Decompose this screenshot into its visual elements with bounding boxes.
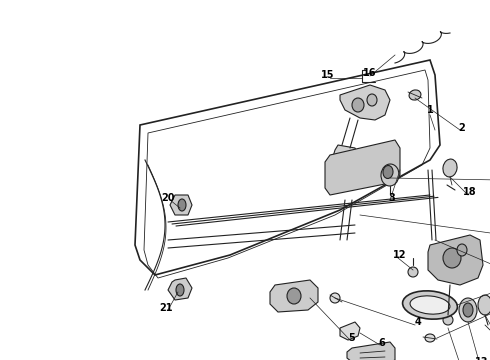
Ellipse shape <box>352 98 364 112</box>
Ellipse shape <box>341 154 351 166</box>
Polygon shape <box>340 85 390 120</box>
Ellipse shape <box>410 296 450 314</box>
Polygon shape <box>270 280 318 312</box>
Ellipse shape <box>459 298 477 322</box>
Ellipse shape <box>176 284 184 296</box>
Polygon shape <box>168 278 192 300</box>
Text: 2: 2 <box>459 123 466 133</box>
Polygon shape <box>347 342 395 360</box>
Ellipse shape <box>408 267 418 277</box>
Text: 3: 3 <box>389 193 395 203</box>
Text: 21: 21 <box>159 303 173 313</box>
Polygon shape <box>428 235 483 285</box>
Text: 13: 13 <box>475 357 489 360</box>
Ellipse shape <box>178 199 186 211</box>
Text: 4: 4 <box>415 317 421 327</box>
Polygon shape <box>170 195 192 215</box>
Ellipse shape <box>463 303 473 317</box>
Polygon shape <box>325 140 400 195</box>
Text: 20: 20 <box>161 193 175 203</box>
Ellipse shape <box>330 293 340 303</box>
Ellipse shape <box>367 94 377 106</box>
Ellipse shape <box>403 291 458 319</box>
Ellipse shape <box>381 164 399 186</box>
Text: 12: 12 <box>393 250 407 260</box>
Ellipse shape <box>383 166 393 179</box>
Text: 1: 1 <box>427 105 433 115</box>
Text: 16: 16 <box>363 68 377 78</box>
Ellipse shape <box>425 334 435 342</box>
Polygon shape <box>332 145 360 170</box>
Ellipse shape <box>457 244 467 256</box>
Ellipse shape <box>409 90 421 100</box>
Ellipse shape <box>287 288 301 304</box>
Text: 5: 5 <box>348 333 355 343</box>
Ellipse shape <box>443 159 457 177</box>
Ellipse shape <box>443 315 453 325</box>
Ellipse shape <box>478 295 490 315</box>
Ellipse shape <box>443 248 461 268</box>
Polygon shape <box>340 322 360 340</box>
Text: 6: 6 <box>379 338 385 348</box>
Text: 15: 15 <box>321 70 335 80</box>
Text: 18: 18 <box>463 187 477 197</box>
